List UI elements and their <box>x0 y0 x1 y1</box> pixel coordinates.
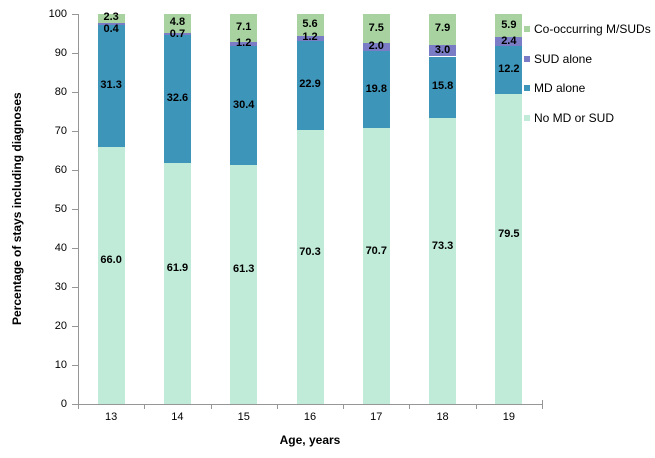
bar-segment-md-alone <box>362 51 390 129</box>
bar-label-co-occurring-m-suds: 5.6 <box>302 17 318 30</box>
y-tick-mark <box>72 209 78 210</box>
x-tick-mark <box>409 404 411 409</box>
bar-segment-sud-alone <box>230 41 258 47</box>
x-tick-mark <box>144 404 146 409</box>
y-tick-mark <box>72 53 78 54</box>
y-tick-mark <box>72 365 78 366</box>
bar-label-co-occurring-m-suds: 7.5 <box>368 21 384 34</box>
y-tick-mark <box>72 404 78 405</box>
bar-segment-sud-alone <box>429 44 457 57</box>
bar-segment-co-occurring-m-suds <box>163 14 191 33</box>
bar-segment-sud-alone <box>296 35 324 41</box>
bar-label-md-alone: 32.6 <box>166 92 189 105</box>
bar-label-md-alone: 31.3 <box>100 78 122 91</box>
bar-label-no-md-or-sud: 79.5 <box>498 227 520 240</box>
bar-segment-md-alone <box>163 35 191 163</box>
x-tick-label: 17 <box>370 411 383 423</box>
bar-segment-co-occurring-m-suds <box>495 14 523 37</box>
bar-segment-sud-alone <box>362 43 390 52</box>
bar-label-md-alone: 12.2 <box>498 63 520 76</box>
bar-segment-co-occurring-m-suds <box>429 14 457 45</box>
x-tick-label: 18 <box>436 411 449 423</box>
x-tick-label: 14 <box>171 411 184 423</box>
bar-label-co-occurring-m-suds: 2.3 <box>103 11 119 24</box>
x-axis-line <box>78 404 543 405</box>
y-tick-label: 100 <box>48 8 67 20</box>
bar-segment-no-md-or-sud <box>97 146 125 404</box>
bar-segment-md-alone <box>97 24 125 147</box>
x-tick-label: 15 <box>237 411 250 423</box>
bar-label-no-md-or-sud: 66.0 <box>100 254 122 267</box>
bar-segment-no-md-or-sud <box>429 118 457 404</box>
bar-label-no-md-or-sud: 73.3 <box>431 240 454 253</box>
bar-label-md-alone: 22.9 <box>299 78 321 91</box>
y-tick-label: 70 <box>54 125 67 137</box>
y-tick-label: 80 <box>54 86 67 98</box>
x-tick-mark <box>78 404 79 409</box>
x-tick-label: 13 <box>105 411 118 423</box>
bar-label-md-alone: 19.8 <box>365 82 387 95</box>
x-tick-label: 16 <box>303 411 317 423</box>
bar-label-co-occurring-m-suds: 5.9 <box>501 18 517 31</box>
x-tick-mark <box>210 404 212 409</box>
bar-label-sud-alone: 0.4 <box>103 23 119 36</box>
x-tick-mark <box>276 404 278 409</box>
y-tick-mark <box>72 14 78 15</box>
y-tick-label: 30 <box>54 281 67 293</box>
bar-segment-no-md-or-sud <box>495 93 523 404</box>
bar-segment-no-md-or-sud <box>230 164 258 404</box>
bar-label-co-occurring-m-suds: 7.9 <box>434 22 451 35</box>
bar-segment-md-alone <box>429 56 457 119</box>
x-axis-end-tick <box>542 400 543 404</box>
y-tick-mark <box>72 170 78 171</box>
bar-segment-no-md-or-sud <box>296 129 324 404</box>
x-tick-mark <box>542 404 543 409</box>
y-tick-label: 50 <box>54 203 67 215</box>
bar-segment-sud-alone <box>495 37 523 47</box>
y-tick-mark <box>72 131 78 132</box>
bar-label-sud-alone: 2.4 <box>501 34 517 47</box>
bar-label-sud-alone: 3.0 <box>434 43 451 56</box>
y-tick-label: 20 <box>54 320 67 332</box>
bar-segment-sud-alone <box>163 32 191 36</box>
bar-segment-co-occurring-m-suds <box>97 14 125 23</box>
x-tick-mark <box>343 404 345 409</box>
y-axis-line <box>78 14 79 405</box>
bar-label-sud-alone: 0.7 <box>169 28 186 41</box>
bar-segment-no-md-or-sud <box>362 128 390 404</box>
bar-segment-co-occurring-m-suds <box>230 14 258 42</box>
x-tick-mark <box>475 404 477 409</box>
y-tick-mark <box>72 92 78 93</box>
y-tick-label: 90 <box>54 47 67 59</box>
x-axis-title: Age, years <box>279 433 341 447</box>
bar-label-sud-alone: 1.2 <box>302 31 318 44</box>
bar-segment-md-alone <box>495 46 523 94</box>
y-tick-mark <box>72 287 78 288</box>
bar-label-sud-alone: 1.2 <box>236 37 252 50</box>
bar-segment-sud-alone <box>97 22 125 25</box>
bar-segment-md-alone <box>230 46 258 165</box>
bar-label-md-alone: 15.8 <box>431 80 454 93</box>
y-tick-label: 0 <box>60 398 67 410</box>
y-tick-mark <box>72 326 78 327</box>
bar-label-no-md-or-sud: 61.9 <box>166 262 189 275</box>
bar-label-co-occurring-m-suds: 7.1 <box>236 20 252 33</box>
bar-label-sud-alone: 2.0 <box>368 40 384 53</box>
y-tick-label: 60 <box>54 164 67 176</box>
y-tick-label: 10 <box>54 359 67 371</box>
bar-segment-co-occurring-m-suds <box>296 14 324 36</box>
bar-segment-co-occurring-m-suds <box>362 14 390 44</box>
bar-label-co-occurring-m-suds: 4.8 <box>169 16 186 29</box>
bar-label-no-md-or-sud: 61.3 <box>232 263 255 276</box>
bar-segment-md-alone <box>296 40 324 130</box>
y-tick-label: 40 <box>54 242 67 254</box>
bar-label-md-alone: 30.4 <box>232 98 255 111</box>
bar-segment-no-md-or-sud <box>163 162 191 404</box>
bar-label-no-md-or-sud: 70.7 <box>365 245 387 258</box>
x-tick-label: 19 <box>502 411 515 423</box>
y-tick-mark <box>72 248 78 249</box>
bar-label-no-md-or-sud: 70.3 <box>299 245 321 258</box>
